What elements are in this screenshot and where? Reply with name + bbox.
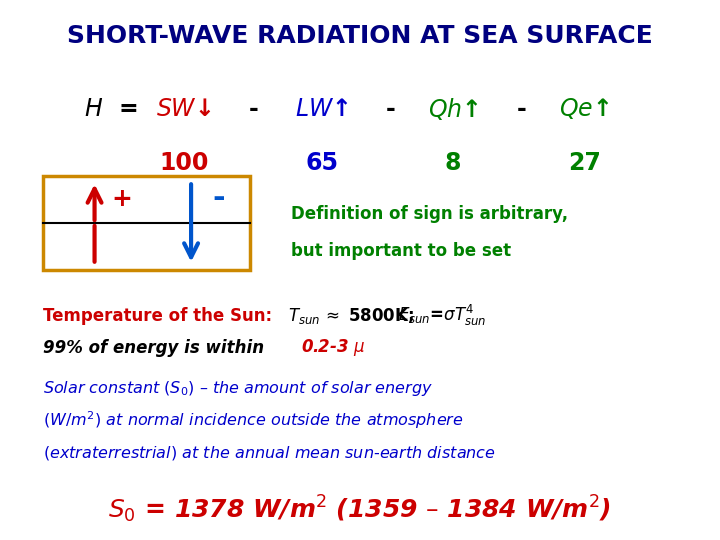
Text: $T_{sun}$: $T_{sun}$	[287, 306, 320, 326]
Text: $\it{LW}$↑: $\it{LW}$↑	[295, 97, 349, 121]
Text: 8: 8	[445, 151, 462, 174]
Text: $\it{SW}$↓: $\it{SW}$↓	[156, 97, 212, 121]
Text: $\it{H}$  =: $\it{H}$ =	[84, 97, 138, 121]
Text: $\it{(W/m^2)\ at\ normal\ incidence\ outside\ the\ atmosphere}$: $\it{(W/m^2)\ at\ normal\ incidence\ out…	[43, 409, 464, 431]
Text: SHORT-WAVE RADIATION AT SEA SURFACE: SHORT-WAVE RADIATION AT SEA SURFACE	[67, 24, 653, 48]
Text: 27: 27	[567, 151, 600, 174]
Text: 65: 65	[305, 151, 338, 174]
Text: $\approx$ 5800K;: $\approx$ 5800K;	[322, 306, 414, 325]
Text: 99% of energy is within: 99% of energy is within	[43, 339, 264, 357]
Text: Temperature of the Sun:: Temperature of the Sun:	[43, 307, 272, 325]
Text: -: -	[212, 184, 225, 213]
Text: Definition of sign is arbitrary,: Definition of sign is arbitrary,	[291, 205, 568, 222]
Text: +: +	[112, 187, 132, 211]
Text: -: -	[517, 97, 527, 121]
Text: $\it{Qh}$↑: $\it{Qh}$↑	[428, 96, 479, 122]
Text: -: -	[386, 97, 396, 121]
Text: -: -	[248, 97, 258, 121]
Text: but important to be set: but important to be set	[291, 242, 511, 260]
Bar	[43, 176, 250, 270]
Text: $\it{(extraterrestrial)\ at\ the\ annual\ mean\ sun\text{-}earth\ distance}$: $\it{(extraterrestrial)\ at\ the\ annual…	[43, 444, 496, 462]
Text: $\it{Solar\ constant\ (S_0)}$ – the amount of solar energy: $\it{Solar\ constant\ (S_0)}$ – the amou…	[43, 379, 433, 397]
Text: 0.2-3 $\mu$: 0.2-3 $\mu$	[302, 338, 366, 359]
Text: 100: 100	[160, 151, 209, 174]
Text: $E_{sun}$=$\sigma T_{sun}^{4}$: $E_{sun}$=$\sigma T_{sun}^{4}$	[398, 303, 487, 328]
Text: $\it{Qe}$↑: $\it{Qe}$↑	[559, 96, 609, 122]
Text: $S_0$ = 1378 W/m$^2$ (1359 – 1384 W/m$^2$): $S_0$ = 1378 W/m$^2$ (1359 – 1384 W/m$^2…	[109, 494, 611, 525]
